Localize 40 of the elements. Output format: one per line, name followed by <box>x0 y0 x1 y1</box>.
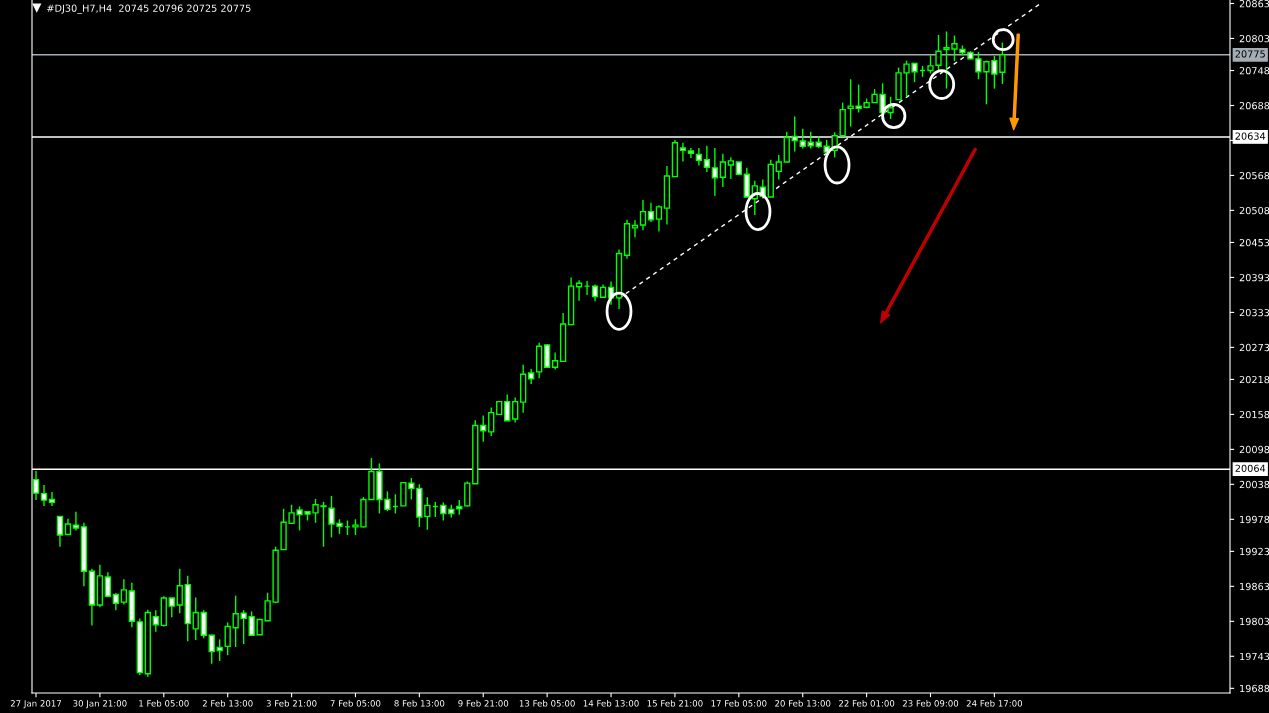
x-tick-label: 20 Feb 13:00 <box>775 699 831 707</box>
x-tick-label: 30 Jan 21:00 <box>73 700 127 709</box>
y-tick-label: 20863 <box>1239 0 1269 8</box>
x-tick-label: 24 Feb 17:00 <box>966 699 1023 707</box>
x-tick-label: 15 Feb 21:00 <box>647 699 703 707</box>
y-tick-label: 20688 <box>1239 101 1269 110</box>
x-tick-label: 1 Feb 05:00 <box>139 699 189 707</box>
y-tick-label: 20568 <box>1239 171 1269 180</box>
x-tick-label: 14 Feb 13:00 <box>583 699 639 707</box>
x-tick-label: 9 Feb 21:00 <box>458 699 509 707</box>
y-tick-label: 20748 <box>1239 67 1269 75</box>
y-tick-label: 20393 <box>1239 273 1269 282</box>
y-tick-label: 19923 <box>1240 547 1269 556</box>
y-tick-label: 20158 <box>1239 410 1269 419</box>
x-tick-label: 22 Feb 01:00 <box>838 699 895 707</box>
y-tick-label: 19863 <box>1240 582 1269 591</box>
y-tick-label: 20453 <box>1239 238 1269 247</box>
y-tick-label: 19978 <box>1240 515 1269 524</box>
ref-line-label: 20634 <box>1235 132 1266 140</box>
ref-line-label: 20775 <box>1235 50 1265 58</box>
ref-line-label: 20064 <box>1235 464 1266 473</box>
x-tick-label: 27 Jan 2017 <box>10 700 62 709</box>
x-tick-label: 3 Feb 21:00 <box>266 699 317 707</box>
x-tick-label: 8 Feb 13:00 <box>394 699 445 707</box>
y-tick-label: 20218 <box>1239 375 1269 384</box>
y-tick-label: 20508 <box>1239 206 1269 215</box>
x-tick-label: 23 Feb 09:00 <box>902 699 959 707</box>
y-tick-label: 19688 <box>1240 684 1269 693</box>
y-tick-label: 20803 <box>1239 34 1269 43</box>
x-tick-label: 2 Feb 13:00 <box>202 699 253 707</box>
y-tick-label: 20273 <box>1239 343 1269 352</box>
y-tick-label: 19743 <box>1240 652 1269 661</box>
y-tick-label: 20333 <box>1239 308 1269 317</box>
y-tick-label: 20098 <box>1239 445 1269 454</box>
y-tick-label: 20038 <box>1239 480 1269 489</box>
x-tick-label: 13 Feb 05:00 <box>519 699 575 707</box>
x-tick-label: 7 Feb 05:00 <box>330 699 381 707</box>
y-tick-label: 19803 <box>1240 617 1269 626</box>
chart-title: #DJ30_H7,H4 20745 20796 20725 20775 <box>47 4 251 15</box>
x-tick-label: 17 Feb 05:00 <box>711 699 767 707</box>
